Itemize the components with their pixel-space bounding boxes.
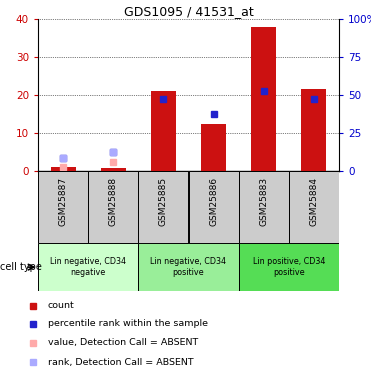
Bar bbox=[301, 89, 326, 171]
Text: Lin negative, CD34
negative: Lin negative, CD34 negative bbox=[50, 257, 126, 277]
Bar bbox=[239, 171, 289, 243]
Text: GSM25885: GSM25885 bbox=[159, 177, 168, 226]
Text: cell type: cell type bbox=[0, 262, 42, 272]
Bar bbox=[188, 171, 239, 243]
Text: GSM25883: GSM25883 bbox=[259, 177, 268, 226]
Bar bbox=[101, 168, 126, 171]
Text: value, Detection Call = ABSENT: value, Detection Call = ABSENT bbox=[48, 338, 198, 347]
Title: GDS1095 / 41531_at: GDS1095 / 41531_at bbox=[124, 5, 253, 18]
Text: count: count bbox=[48, 302, 75, 310]
Bar bbox=[88, 171, 138, 243]
Bar bbox=[239, 243, 339, 291]
Text: GSM25887: GSM25887 bbox=[59, 177, 68, 226]
Text: Lin negative, CD34
positive: Lin negative, CD34 positive bbox=[151, 257, 227, 277]
Bar bbox=[38, 171, 88, 243]
Bar bbox=[138, 171, 188, 243]
Bar bbox=[50, 167, 76, 171]
Text: percentile rank within the sample: percentile rank within the sample bbox=[48, 320, 208, 328]
Bar bbox=[38, 243, 138, 291]
Text: GSM25884: GSM25884 bbox=[309, 177, 318, 226]
Text: Lin positive, CD34
positive: Lin positive, CD34 positive bbox=[253, 257, 325, 277]
Text: GSM25886: GSM25886 bbox=[209, 177, 218, 226]
Bar bbox=[251, 27, 276, 171]
Bar bbox=[201, 124, 226, 171]
Bar bbox=[138, 243, 239, 291]
Text: rank, Detection Call = ABSENT: rank, Detection Call = ABSENT bbox=[48, 358, 193, 367]
Text: GSM25888: GSM25888 bbox=[109, 177, 118, 226]
Bar bbox=[151, 92, 176, 171]
Bar bbox=[289, 171, 339, 243]
